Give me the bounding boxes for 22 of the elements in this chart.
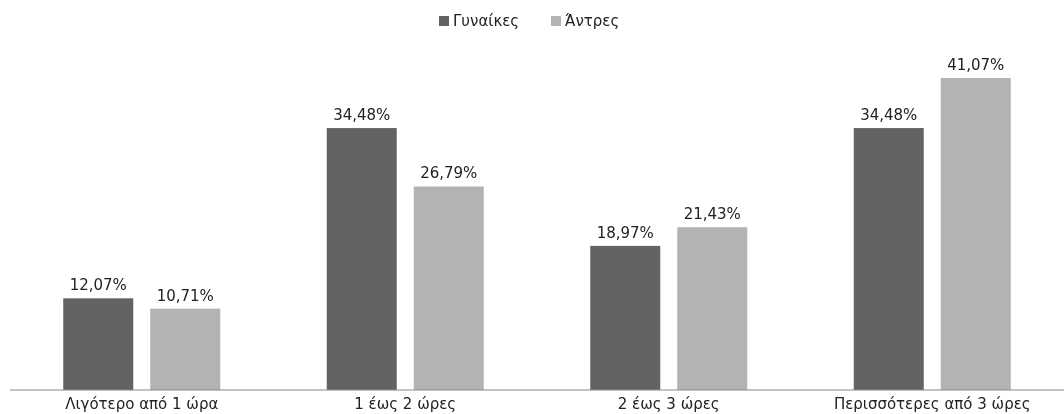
data-label: 41,07% — [947, 56, 1005, 74]
bar — [326, 128, 397, 390]
bar — [940, 78, 1011, 390]
bar — [590, 245, 661, 390]
data-label: 18,97% — [596, 223, 654, 242]
bar — [677, 227, 748, 390]
bar — [853, 128, 924, 390]
data-label: 34,48% — [860, 106, 918, 125]
data-label: 12,07% — [69, 276, 127, 295]
legend-label: Γυναίκες — [453, 12, 520, 30]
x-tick-label: Περισσότερες από 3 ώρες — [833, 395, 1031, 413]
bar — [150, 308, 221, 390]
data-label: 26,79% — [420, 164, 478, 183]
x-tick-label: 1 έως 2 ώρες — [354, 395, 457, 413]
data-label: 10,71% — [156, 286, 214, 305]
x-tick-label: 2 έως 3 ώρες — [617, 395, 720, 413]
legend-label: Άντρες — [565, 12, 620, 30]
bar — [63, 298, 134, 390]
data-label: 34,48% — [333, 106, 391, 125]
data-label: 21,43% — [683, 205, 741, 224]
x-tick-label: Λιγότερο από 1 ώρα — [65, 395, 219, 413]
bar — [413, 186, 484, 390]
